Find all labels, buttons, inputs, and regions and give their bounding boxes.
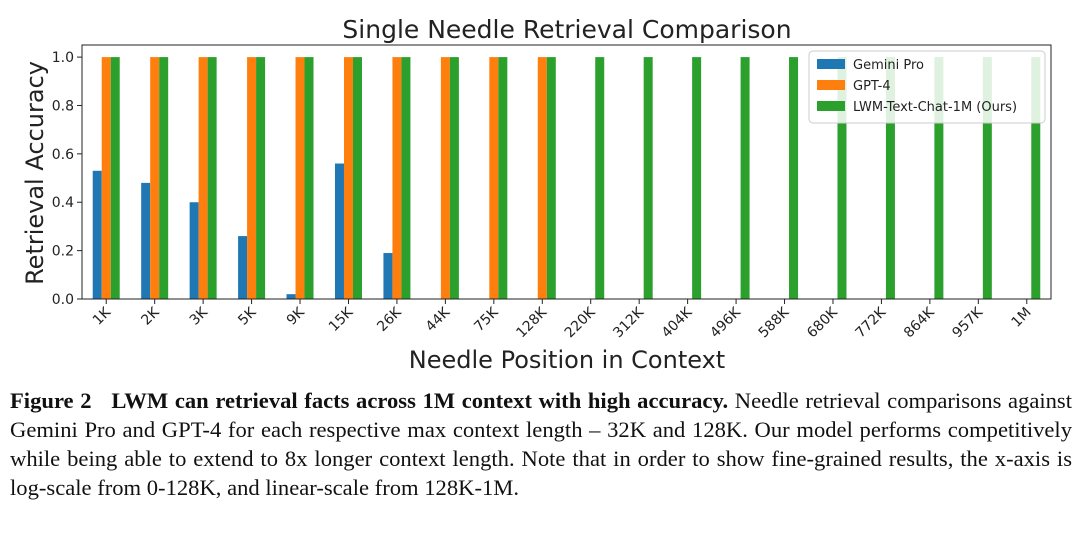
bar-lwm-text-chat-1m-ours-957k <box>982 57 992 299</box>
chart-title: Single Needle Retrieval Comparison <box>342 15 791 44</box>
y-axis-label: Retrieval Accuracy <box>21 61 49 285</box>
x-tick-label: 864K <box>901 304 938 341</box>
legend-swatch <box>817 59 845 69</box>
x-tick-label: 75K <box>471 304 502 335</box>
bar-gemini-pro-9k <box>286 294 296 299</box>
legend-box <box>808 50 1046 124</box>
x-tick-label: 680K <box>804 304 841 341</box>
legend-swatch <box>817 80 845 90</box>
legend-swatch <box>817 101 845 111</box>
bar-lwm-text-chat-1m-ours-2k <box>159 57 169 299</box>
x-tick-label: 496K <box>707 304 744 341</box>
x-tick-label: 128K <box>513 304 550 341</box>
x-tick-label: 9K <box>284 304 309 329</box>
x-tick-label: 404K <box>659 304 696 341</box>
x-tick-label: 2K <box>138 304 163 329</box>
bar-gemini-pro-15k <box>334 163 344 299</box>
plot-frame <box>81 44 1052 300</box>
bar-gpt-4-1k <box>101 57 111 299</box>
bar-gpt-4-44k <box>440 57 450 299</box>
legend-label: GPT-4 <box>853 79 891 94</box>
caption-headline: LWM can retrieval facts across 1M contex… <box>111 388 729 413</box>
x-axis: 1K 2K 3K 5K 9K 15K 26K 44K 75K 128K 220K 312K 404K 49… <box>90 299 1035 341</box>
bar-lwm-text-chat-1m-ours-864k <box>934 57 944 299</box>
x-tick-label: 1M <box>1008 305 1034 331</box>
bar-gemini-pro-1k <box>92 170 102 299</box>
x-tick-label: 957K <box>949 304 986 341</box>
y-tick-label: 0.2 <box>52 244 74 260</box>
bar-lwm-text-chat-1m-ours-44k <box>449 57 459 299</box>
bar-lwm-text-chat-1m-ours-75k <box>498 57 508 299</box>
x-axis-label: Needle Position in Context <box>409 346 725 374</box>
bar-gpt-4-9k <box>295 57 305 299</box>
bar-gpt-4-2k <box>150 57 160 299</box>
bar-gpt-4-128k <box>537 57 547 299</box>
bar-lwm-text-chat-1m-ours-404k <box>692 57 702 299</box>
plot-area <box>81 44 1052 300</box>
bar-lwm-text-chat-1m-ours-1k <box>110 57 120 299</box>
bar-gemini-pro-5k <box>238 236 248 299</box>
x-tick-label: 772K <box>853 304 890 341</box>
bar-lwm-text-chat-1m-ours-9k <box>304 57 314 299</box>
bar-lwm-text-chat-1m-ours-772k <box>885 57 895 299</box>
x-tick-label: 26K <box>374 304 405 335</box>
legend-label: Gemini Pro <box>853 58 924 73</box>
bar-lwm-text-chat-1m-ours-15k <box>352 57 362 299</box>
y-tick-label: 0.0 <box>52 292 74 308</box>
x-tick-label: 588K <box>756 304 793 341</box>
caption-label: Figure 2 <box>10 388 92 413</box>
bar-gemini-pro-2k <box>141 182 151 299</box>
chart: Single Needle Retrieval Comparison 0.00.… <box>21 15 1052 374</box>
y-tick-label: 0.4 <box>52 195 74 211</box>
y-axis: 0.0 0.2 0.4 0.6 0.8 1.0 <box>52 50 82 308</box>
figure-caption: Figure 2 LWM can retrieval facts across … <box>10 386 1072 502</box>
bar-gpt-4-15k <box>343 57 353 299</box>
x-tick-label: 15K <box>326 304 357 335</box>
bar-gpt-4-3k <box>198 57 208 299</box>
x-tick-label: 5K <box>235 304 260 329</box>
bar-lwm-text-chat-1m-ours-26k <box>401 57 411 299</box>
y-tick-label: 0.6 <box>52 147 74 163</box>
y-tick-label: 0.8 <box>52 98 74 114</box>
bar-lwm-text-chat-1m-ours-496k <box>740 57 750 299</box>
caption-body: Needle retrieval comparisons against Gem… <box>10 388 1072 500</box>
bar-lwm-text-chat-1m-ours-5k <box>256 57 266 299</box>
bar-gpt-4-5k <box>247 57 257 299</box>
legend: Gemini Pro GPT-4 LWM-Text-Chat-1M (Ours) <box>808 50 1046 124</box>
bar-lwm-text-chat-1m-ours-128k <box>546 57 556 299</box>
bar-lwm-text-chat-1m-ours-588k <box>789 57 799 299</box>
x-tick-label: 1K <box>90 304 115 329</box>
bar-gemini-pro-26k <box>383 253 393 299</box>
x-tick-label: 44K <box>423 304 454 335</box>
bar-lwm-text-chat-1m-ours-312k <box>643 57 653 299</box>
x-tick-label: 312K <box>610 304 647 341</box>
bar-lwm-text-chat-1m-ours-680k <box>837 57 847 299</box>
y-tick-label: 1.0 <box>52 50 74 66</box>
bar-lwm-text-chat-1m-ours-3k <box>207 57 217 299</box>
x-tick-label: 3K <box>187 304 212 329</box>
bar-gemini-pro-3k <box>189 202 199 299</box>
bar-lwm-text-chat-1m-ours-1m <box>1031 57 1041 299</box>
bar-lwm-text-chat-1m-ours-220k <box>595 57 605 299</box>
legend-label: LWM-Text-Chat-1M (Ours) <box>853 100 1017 115</box>
bar-gpt-4-75k <box>489 57 499 299</box>
bar-gpt-4-26k <box>392 57 402 299</box>
x-tick-label: 220K <box>562 304 599 341</box>
